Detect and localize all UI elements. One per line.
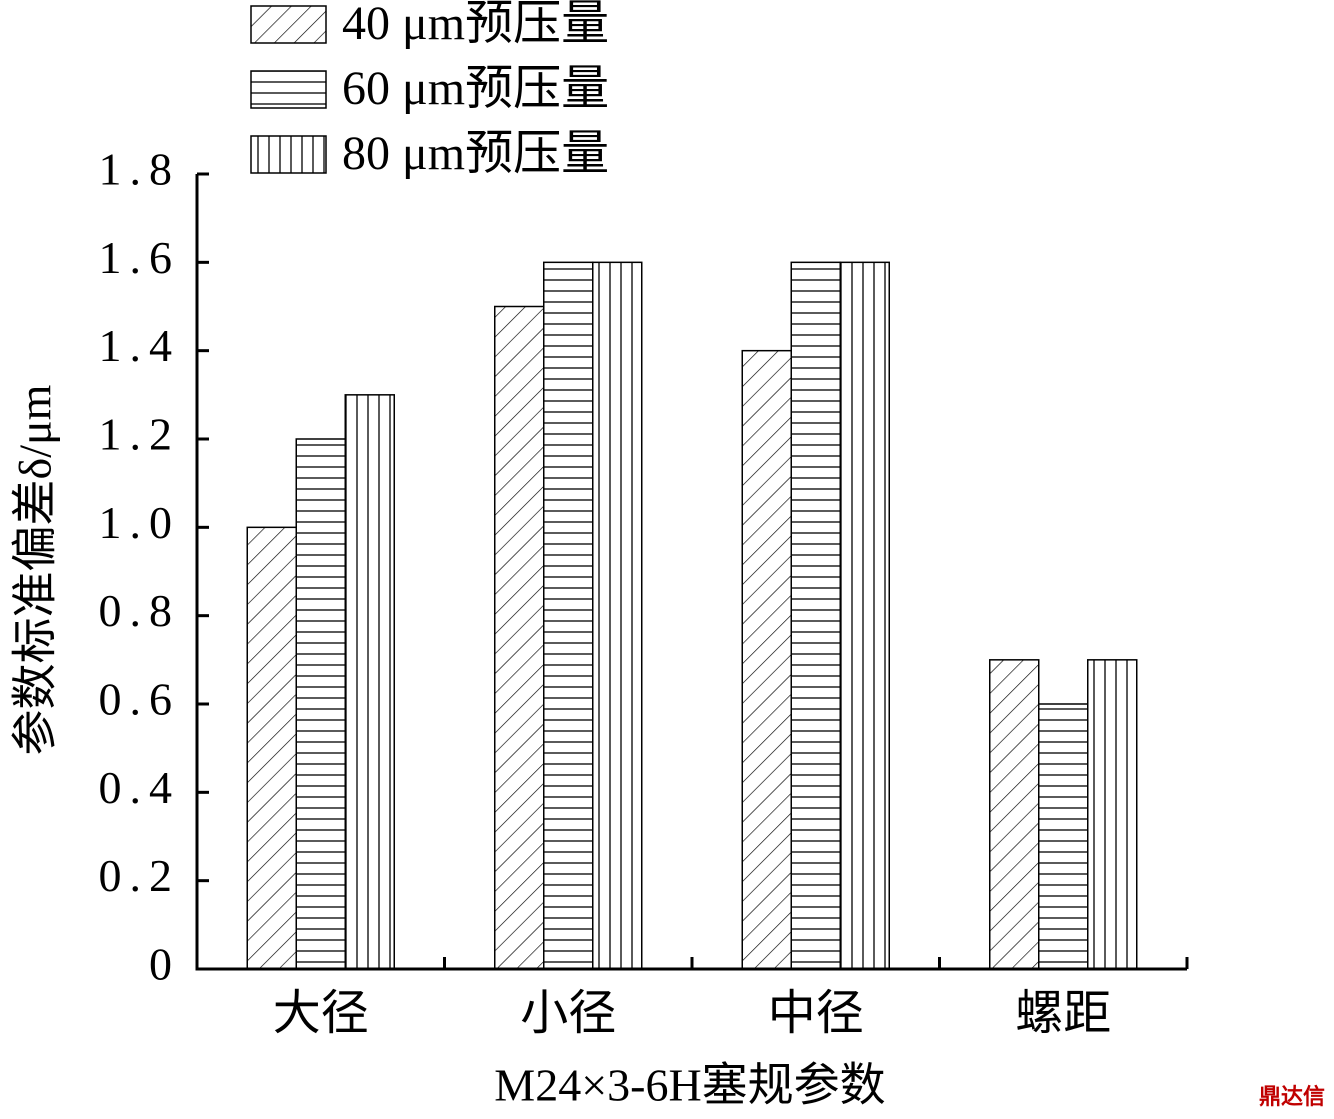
y-tick-label: 1.6 xyxy=(99,232,181,283)
legend-swatch xyxy=(250,5,327,44)
watermark: 鼎达信 xyxy=(1259,1084,1325,1110)
bar xyxy=(246,526,297,970)
y-tick-label: 0.6 xyxy=(99,674,181,725)
y-tick-label: 1.2 xyxy=(99,409,181,460)
y-tick-label: 1.0 xyxy=(99,497,181,548)
bar xyxy=(344,394,395,970)
legend-swatch xyxy=(250,135,327,174)
bar xyxy=(494,305,545,970)
bar xyxy=(1038,703,1089,970)
y-tick-label: 0 xyxy=(149,939,180,990)
legend-label: 40 μm预压量 xyxy=(342,0,609,50)
bar xyxy=(741,349,792,970)
legend-swatch xyxy=(250,70,327,109)
y-axis-label: 参数标准偏差δ/μm xyxy=(10,384,61,755)
y-tick-label: 1.4 xyxy=(99,320,181,371)
bar xyxy=(592,261,643,970)
y-tick-label: 0.4 xyxy=(99,762,181,813)
bar xyxy=(543,261,594,970)
x-tick-label: 螺距 xyxy=(1015,987,1111,1040)
y-tick-label: 0.2 xyxy=(99,850,181,901)
x-tick-label: 大径 xyxy=(273,987,369,1040)
bar xyxy=(790,261,841,970)
bar xyxy=(989,659,1040,970)
bar xyxy=(839,261,890,970)
legend-label: 60 μm预压量 xyxy=(342,62,609,115)
x-tick-label: 中径 xyxy=(768,987,864,1040)
x-tick-label: 小径 xyxy=(520,987,616,1040)
legend-label: 80 μm预压量 xyxy=(342,127,609,180)
x-axis-label: M24×3-6H塞规参数 xyxy=(494,1060,885,1111)
y-tick-label: 0.8 xyxy=(99,585,181,636)
bar xyxy=(1087,659,1138,970)
bar xyxy=(295,438,346,970)
y-tick-label: 1.8 xyxy=(99,144,181,195)
